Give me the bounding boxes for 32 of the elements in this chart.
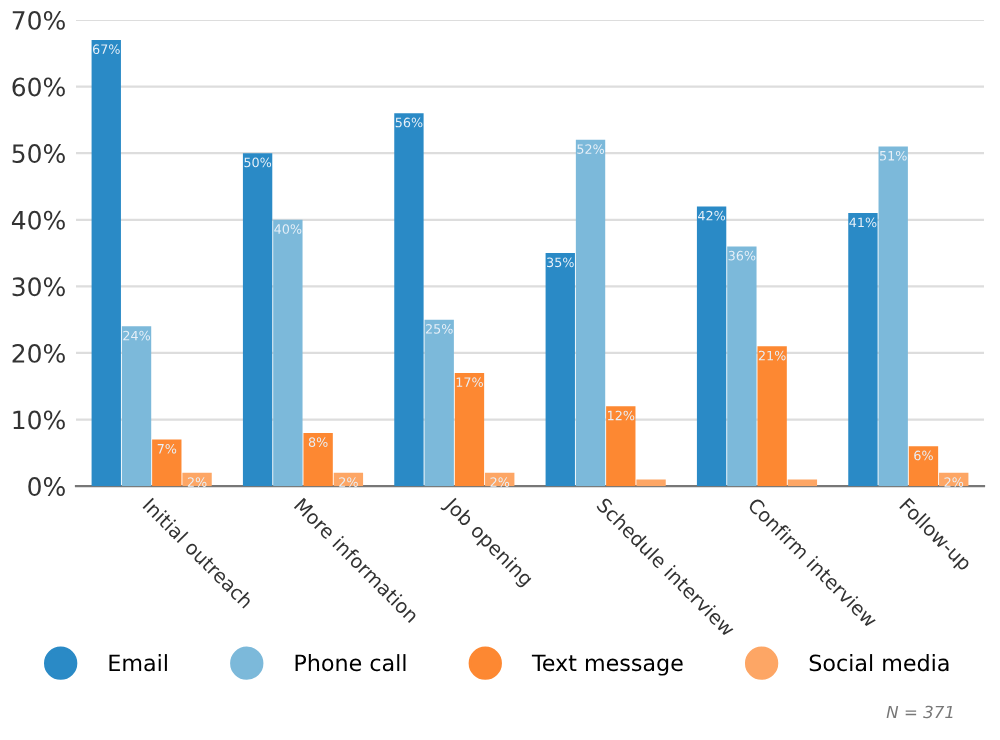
- legend-label: Social media: [809, 654, 949, 672]
- bar: [424, 319, 454, 487]
- legend-label: Text message: [531, 654, 683, 676]
- bar: [908, 446, 939, 487]
- bar: [848, 213, 878, 487]
- bar: [636, 479, 666, 487]
- legend-label: Email: [109, 654, 167, 672]
- bar: [454, 372, 485, 487]
- y-tick-label: 10%: [13, 410, 65, 430]
- bar: [394, 113, 424, 487]
- y-tick-label: 0%: [28, 477, 65, 497]
- text: N = 371: [886, 705, 953, 719]
- y-tick-label: 40%: [11, 210, 65, 230]
- bar: [121, 326, 152, 487]
- legend-label: Phone call: [295, 654, 406, 672]
- bar: [878, 146, 908, 487]
- bar: [545, 253, 575, 487]
- bar: [575, 139, 606, 487]
- y-tick-label: 50%: [12, 144, 65, 164]
- y-tick-label: 30%: [12, 277, 65, 297]
- bar: [696, 206, 727, 487]
- bar: [242, 153, 273, 487]
- bar: [757, 346, 787, 487]
- y-tick-label: 60%: [12, 77, 65, 97]
- bar: [606, 406, 636, 487]
- y-tick-label: 20%: [12, 343, 65, 363]
- bar: [273, 219, 303, 487]
- bar: [727, 246, 757, 487]
- bar: [91, 39, 121, 487]
- y-tick-label: 70%: [12, 10, 65, 30]
- bar: [152, 439, 182, 487]
- bar: [303, 432, 333, 487]
